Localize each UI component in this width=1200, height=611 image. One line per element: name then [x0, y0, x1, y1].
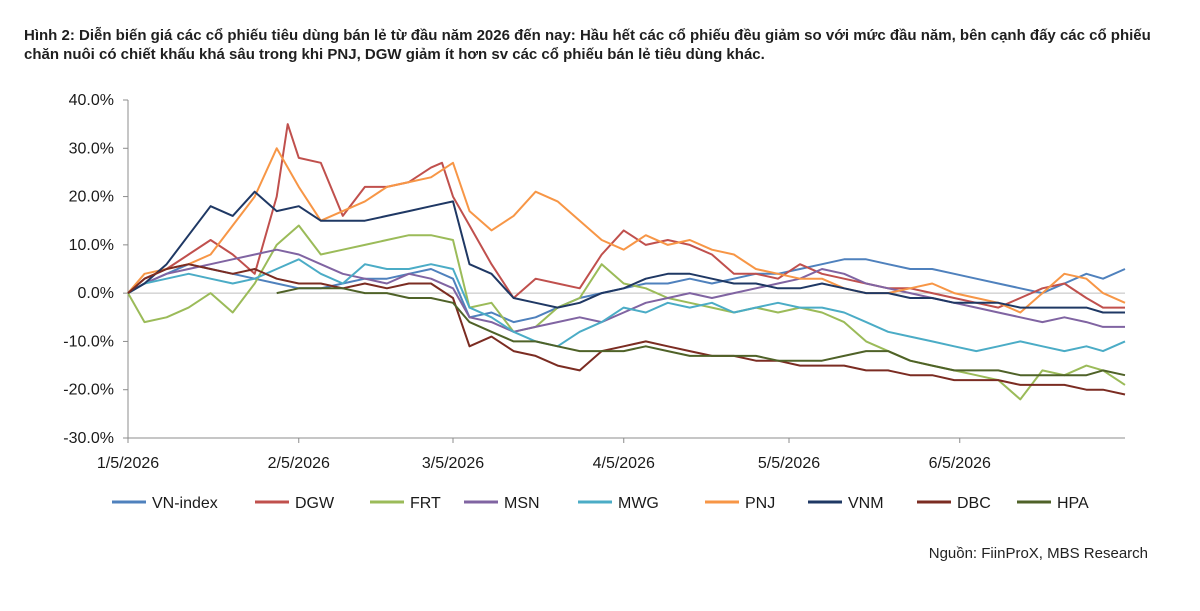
- x-tick-label: 5/5/2026: [758, 455, 820, 472]
- y-tick-label: 40.0%: [69, 92, 114, 109]
- y-tick-label: 30.0%: [69, 140, 114, 157]
- series-lines: [127, 123, 1126, 401]
- legend-label-pnj: PNJ: [745, 495, 775, 512]
- x-tick-label: 3/5/2026: [422, 455, 484, 472]
- legend-label-vnm: VNM: [848, 495, 884, 512]
- x-tick-label: 4/5/2026: [593, 455, 655, 472]
- legend-label-msn: MSN: [504, 495, 540, 512]
- legend-label-vn-index: VN-index: [152, 495, 218, 512]
- series-line-dbc: [127, 263, 1126, 396]
- series-line-frt: [127, 224, 1126, 401]
- y-tick-label: -20.0%: [63, 382, 114, 399]
- legend-label-mwg: MWG: [618, 495, 659, 512]
- legend-label-dgw: DGW: [295, 495, 335, 512]
- y-tick-label: 10.0%: [69, 237, 114, 254]
- series-line-msn: [127, 248, 1125, 333]
- legend-label-dbc: DBC: [957, 495, 991, 512]
- x-tick-label: 2/5/2026: [268, 455, 330, 472]
- chart-caption: Hình 2: Diễn biến giá các cổ phiếu tiêu …: [24, 27, 1151, 63]
- chart-legend: VN-index DGW FRT MSN MWG PNJ VNM DBC HPA: [112, 495, 1089, 512]
- series-line-mwg: [127, 258, 1126, 353]
- series-line-vnm: [127, 190, 1125, 314]
- y-tick-label: 0.0%: [78, 285, 114, 302]
- chart-axes: 40.0% 30.0% 20.0% 10.0% 0.0% -10.0% -20.0% -30.…: [63, 92, 1125, 472]
- series-line-pnj: [127, 147, 1126, 314]
- series-line-dgw: [127, 123, 1125, 309]
- legend-label-hpa: HPA: [1057, 495, 1089, 512]
- series-line-hpa: [276, 287, 1126, 377]
- y-tick-label: 20.0%: [69, 189, 114, 206]
- x-tick-label: 1/5/2026: [97, 455, 159, 472]
- x-tick-label: 6/5/2026: [929, 455, 991, 472]
- y-tick-label: -30.0%: [63, 430, 114, 447]
- source-note: Nguồn: FiinProX, MBS Research: [928, 545, 1148, 562]
- legend-label-frt: FRT: [410, 495, 441, 512]
- y-tick-label: -10.0%: [63, 333, 114, 350]
